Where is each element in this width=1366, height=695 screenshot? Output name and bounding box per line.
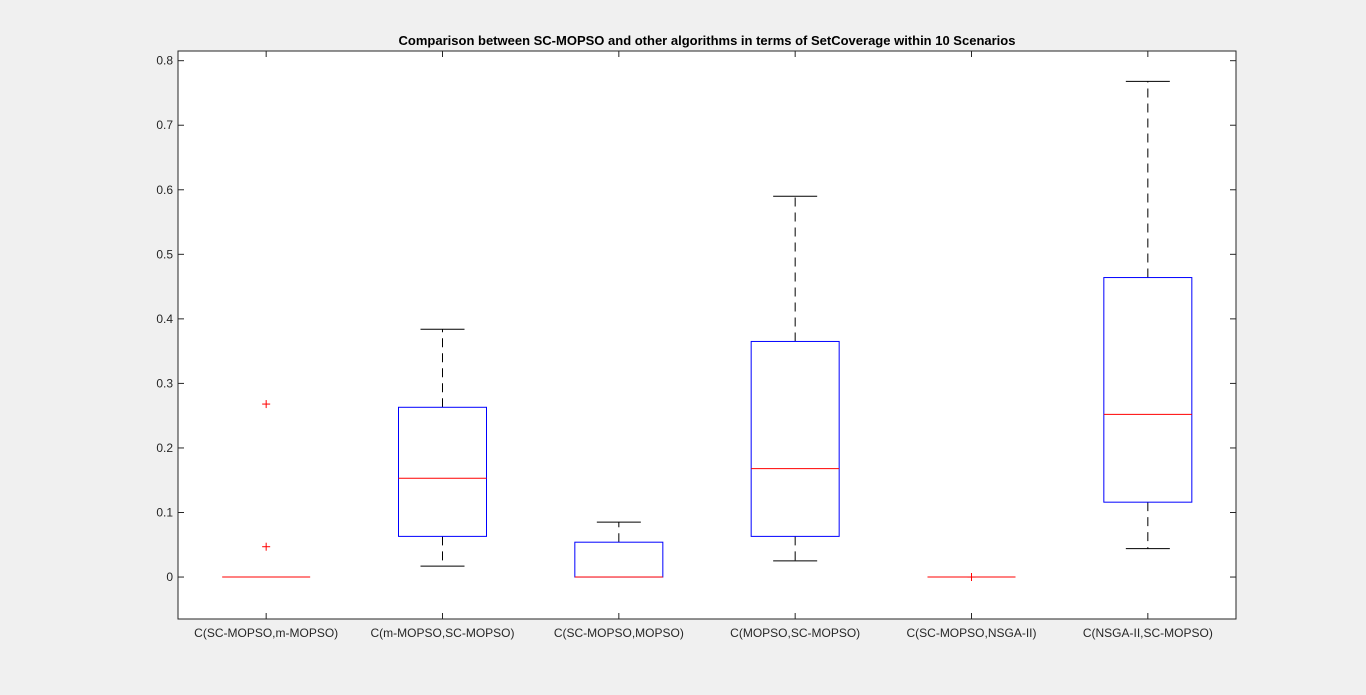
x-tick-label: C(MOPSO,SC-MOPSO): [730, 626, 860, 640]
y-tick-label: 0: [166, 570, 173, 584]
box-1: [222, 400, 311, 578]
y-tick-label: 0.7: [156, 118, 173, 132]
box-3: [574, 521, 664, 578]
x-tick-label: C(m-MOPSO,SC-MOPSO): [371, 626, 515, 640]
box-body: [398, 406, 487, 537]
y-tick-label: 0.5: [156, 247, 173, 261]
box-body: [750, 340, 840, 537]
y-tick-label: 0.2: [156, 441, 173, 455]
outlier-marker: [262, 542, 271, 551]
box-6: [1103, 80, 1193, 550]
x-tick-label: C(NSGA-II,SC-MOPSO): [1083, 626, 1213, 640]
box-2: [398, 328, 487, 567]
box-5: [927, 573, 1016, 582]
plot-area: [178, 51, 1236, 619]
x-tick-label: C(SC-MOPSO,NSGA-II): [906, 626, 1036, 640]
axes-frame: [177, 50, 1237, 620]
outlier-marker: [967, 573, 976, 582]
x-tick-label: C(SC-MOPSO,MOPSO): [554, 626, 684, 640]
chart-title: Comparison between SC-MOPSO and other al…: [399, 33, 1016, 48]
box-body: [1103, 277, 1193, 503]
y-tick-label: 0.3: [156, 376, 173, 390]
y-tick-label: 0.6: [156, 183, 173, 197]
y-tick-label: 0.4: [156, 312, 173, 326]
y-axis: 0 0.1 0.2 0.3 0.4 0.5 0.6 0.7 0.8: [156, 54, 1236, 584]
outlier-marker: [262, 400, 271, 409]
x-axis: C(SC-MOPSO,m-MOPSO) C(m-MOPSO,SC-MOPSO) C(…: [194, 51, 1213, 640]
box-4: [750, 195, 840, 562]
x-tick-label: C(SC-MOPSO,m-MOPSO): [194, 626, 338, 640]
y-tick-label: 0.8: [156, 54, 173, 68]
box-series: [222, 80, 1193, 582]
y-tick-label: 0.1: [156, 506, 173, 520]
